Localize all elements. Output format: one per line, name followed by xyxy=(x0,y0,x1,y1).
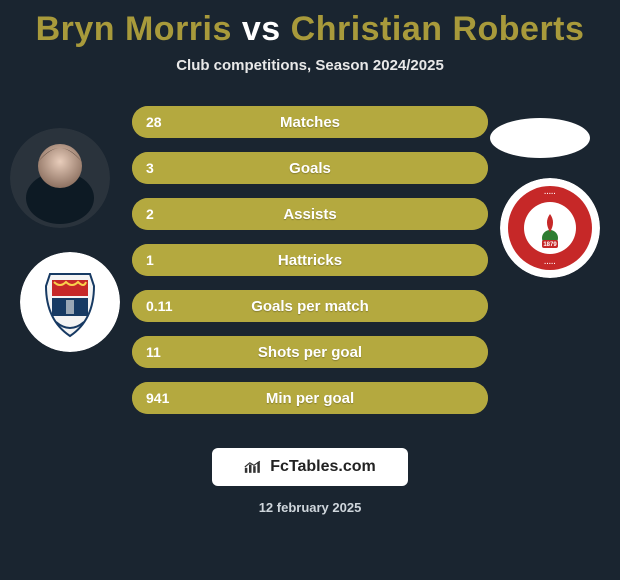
date: 12 february 2025 xyxy=(0,500,620,515)
player-avatar-right xyxy=(490,118,590,163)
stat-row: Hattricks1 xyxy=(132,244,488,276)
stat-label: Matches xyxy=(132,106,488,138)
chart-icon xyxy=(244,460,264,474)
stat-row: Matches28 xyxy=(132,106,488,138)
stat-row: Assists2 xyxy=(132,198,488,230)
stat-label: Hattricks xyxy=(132,244,488,276)
stat-row: Min per goal941 xyxy=(132,382,488,414)
stat-value-left: 2 xyxy=(146,198,154,230)
stat-value-left: 3 xyxy=(146,152,154,184)
svg-text:·····: ····· xyxy=(544,191,556,198)
title-player2: Christian Roberts xyxy=(291,10,585,48)
stat-value-left: 28 xyxy=(146,106,162,138)
stat-value-left: 1 xyxy=(146,244,154,276)
player-avatar-left xyxy=(10,128,110,228)
subtitle: Club competitions, Season 2024/2025 xyxy=(0,57,620,74)
stat-value-left: 941 xyxy=(146,382,169,414)
stat-label: Goals xyxy=(132,152,488,184)
site-badge[interactable]: FcTables.com xyxy=(212,448,408,486)
title-vs: vs xyxy=(242,10,281,48)
svg-text:1879: 1879 xyxy=(543,242,557,248)
svg-text:·····: ····· xyxy=(544,261,556,268)
stat-label: Min per goal xyxy=(132,382,488,414)
club-badge-left xyxy=(20,252,120,352)
stat-label: Goals per match xyxy=(132,290,488,322)
stat-value-left: 0.11 xyxy=(146,290,172,322)
stat-row: Goals per match0.11 xyxy=(132,290,488,322)
page-title: Bryn Morris vs Christian Roberts xyxy=(0,0,620,49)
stat-label: Assists xyxy=(132,198,488,230)
stat-value-left: 11 xyxy=(146,336,161,368)
stat-label: Shots per goal xyxy=(132,336,488,368)
stat-row: Shots per goal11 xyxy=(132,336,488,368)
site-name: FcTables.com xyxy=(270,458,376,476)
club-badge-right: ····· ····· 1879 xyxy=(500,178,600,278)
title-player1: Bryn Morris xyxy=(36,10,232,48)
stat-row: Goals3 xyxy=(132,152,488,184)
